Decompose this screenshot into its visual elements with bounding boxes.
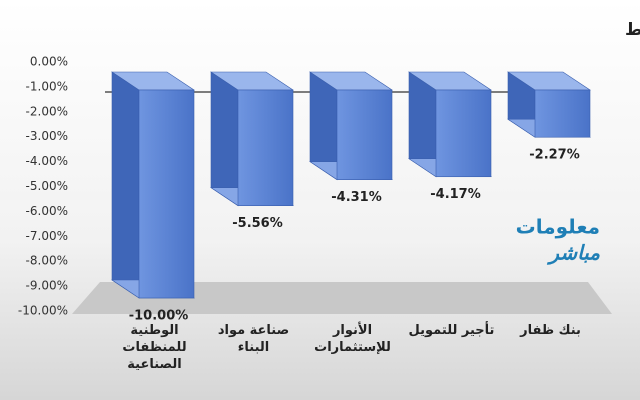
y-tick-label: -10.00%: [18, 304, 68, 318]
y-tick-label: -4.00%: [26, 154, 68, 168]
x-tick-label: تأجير للتمويل: [408, 323, 495, 338]
bar-front: [237, 89, 294, 206]
bar-side: [111, 71, 140, 299]
y-tick-label: -2.00%: [26, 104, 68, 118]
y-tick-label: -3.00%: [26, 129, 68, 143]
bar-front: [435, 89, 492, 178]
y-tick-label: -8.00%: [26, 254, 68, 268]
data-label: -10.00%: [129, 309, 189, 324]
bar-front: [336, 89, 393, 180]
bar: [309, 71, 393, 181]
floor: [72, 282, 612, 314]
bar: [210, 71, 294, 207]
data-label: -2.27%: [529, 148, 580, 163]
y-tick-label: -1.00%: [26, 79, 68, 93]
x-tick-label: الوطنية للمنظفات الصناعية: [122, 323, 187, 372]
watermark: مباشر: [546, 241, 600, 266]
bar: [111, 71, 195, 299]
y-tick-label: -9.00%: [26, 279, 68, 293]
y-tick-label: 0.00%: [30, 55, 68, 69]
data-label: -5.56%: [232, 216, 283, 231]
bar-front: [534, 89, 591, 138]
bar-front: [138, 89, 195, 299]
bar: [408, 71, 492, 178]
y-tick-label: -7.00%: [26, 229, 68, 243]
bar-side: [210, 71, 239, 207]
chart-title: أكثر 5 أسهم متراجعة ببورصة مسقط: [625, 18, 640, 40]
data-label: -4.17%: [430, 187, 481, 202]
x-tick-label: بنك ظفار: [520, 323, 581, 338]
data-label: -4.31%: [331, 190, 382, 205]
y-tick-label: -5.00%: [26, 179, 68, 193]
x-tick-label: الأنوار للإستثمارات: [314, 323, 391, 355]
y-tick-label: -6.00%: [26, 204, 68, 218]
bar: [507, 71, 591, 138]
watermark: معلومات: [516, 215, 600, 239]
x-tick-label: صناعة مواد البناء: [217, 323, 290, 355]
